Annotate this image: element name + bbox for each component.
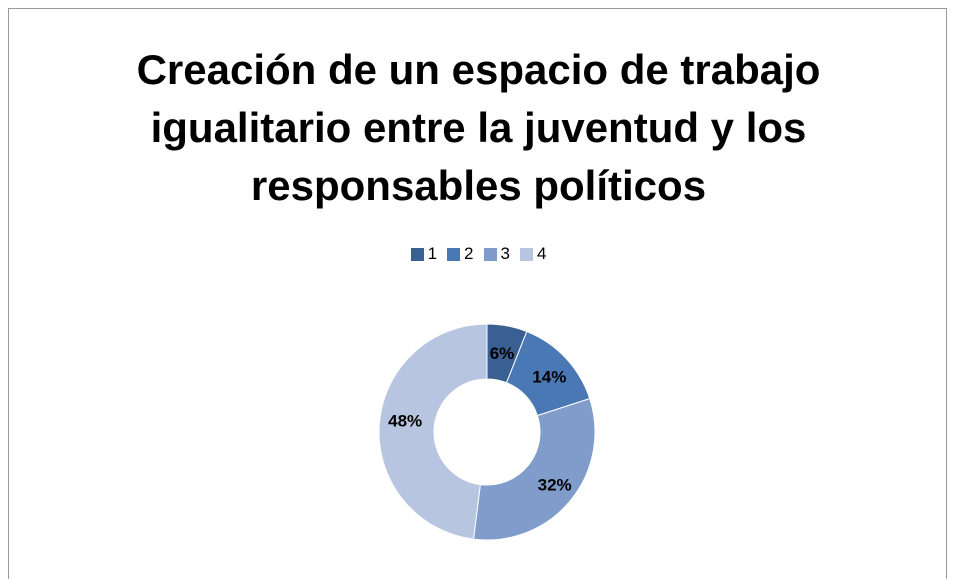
donut-chart: 6% 14% 32% 48%	[378, 323, 596, 541]
slice-label-3: 32%	[538, 475, 572, 494]
legend-swatch-2	[447, 247, 461, 261]
legend-label-3: 3	[500, 244, 510, 263]
legend-label-2: 2	[464, 244, 474, 263]
legend-swatch-3	[483, 247, 497, 261]
chart-title-line-3: responsables políticos	[250, 162, 707, 209]
legend-swatch-4	[519, 247, 533, 261]
chart-title-line-2: igualitario entre la juventud y los	[150, 104, 807, 151]
chart-title-line-1: Creación de un espacio de trabajo	[136, 46, 821, 93]
donut-slice-4	[378, 323, 488, 540]
legend-entry-1: 1	[410, 244, 438, 264]
slice-label-1: 6%	[490, 344, 515, 363]
legend-entry-3: 3	[483, 244, 510, 264]
chart-title: Creación de un espacio de trabajo iguali…	[9, 41, 948, 215]
legend-entry-4: 4	[519, 244, 547, 264]
legend-label-1: 1	[427, 244, 438, 263]
slice-label-2: 14%	[532, 368, 566, 387]
legend-label-4: 4	[536, 244, 547, 263]
chart-legend: 1 2 3 4	[9, 244, 948, 264]
chart-frame: Creación de un espacio de trabajo iguali…	[8, 8, 947, 579]
slice-label-4: 48%	[388, 411, 422, 430]
donut-slice-3	[472, 397, 596, 541]
legend-entry-2: 2	[447, 244, 474, 264]
legend-swatch-1	[410, 247, 424, 261]
